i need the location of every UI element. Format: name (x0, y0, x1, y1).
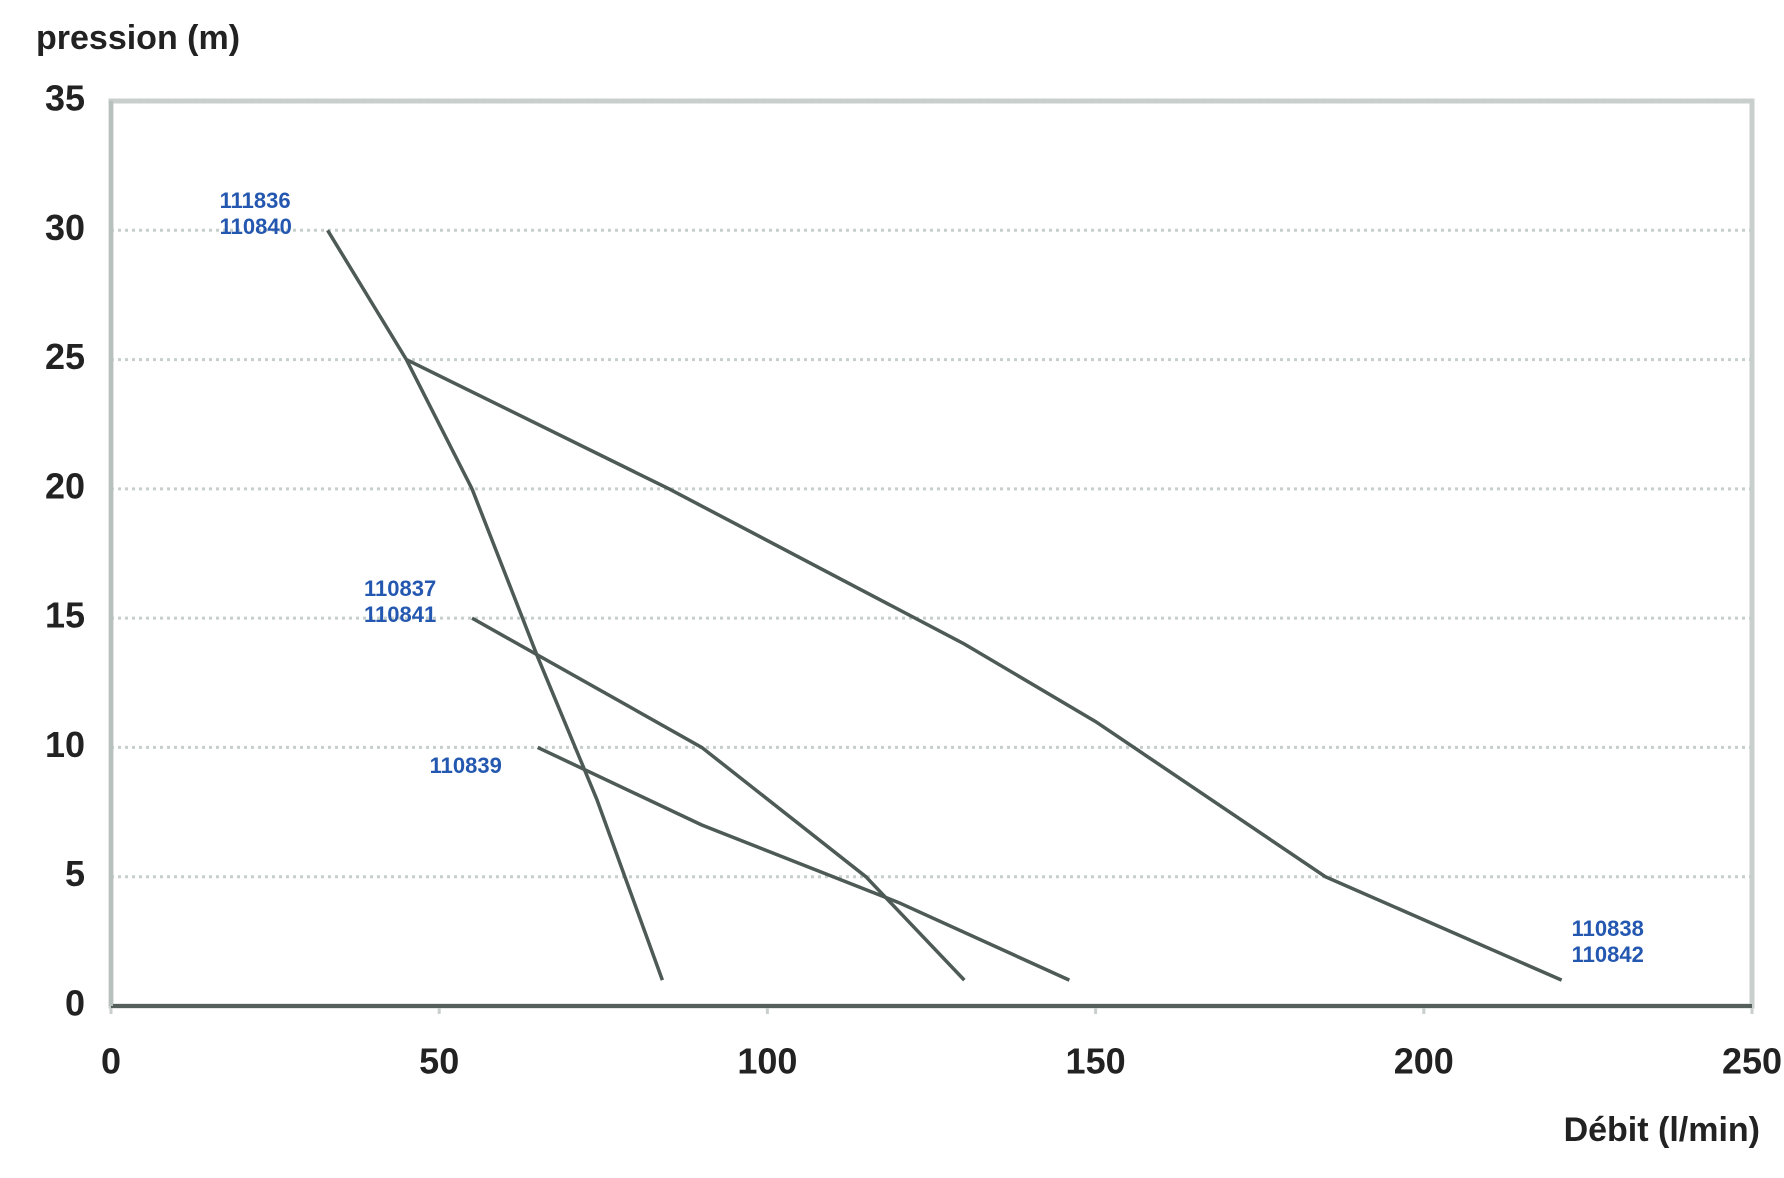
y-tick-label: 0 (65, 983, 85, 1024)
x-tick-label: 150 (1066, 1041, 1126, 1082)
x-tick-label: 100 (737, 1041, 797, 1082)
series-label: 110841 (364, 602, 436, 627)
series-label: 110842 (1572, 942, 1644, 967)
line (326, 229, 665, 981)
y-tick-label: 20 (45, 465, 85, 506)
series-label: 110839 (430, 753, 502, 778)
x-tick-label: 250 (1722, 1041, 1782, 1082)
y-tick-label: 30 (45, 207, 85, 248)
y-tick-label: 35 (45, 78, 85, 119)
x-tick-label: 200 (1394, 1041, 1454, 1082)
series-label: 110838 (1572, 916, 1644, 941)
series-label: 110840 (220, 214, 292, 239)
series-label: 110837 (364, 576, 436, 601)
line (405, 358, 1563, 982)
line (471, 616, 966, 982)
y-tick-label: 25 (45, 336, 85, 377)
x-tick-label: 0 (101, 1041, 121, 1082)
x-axis-title: Débit (l/min) (1564, 1111, 1760, 1149)
y-axis-title: pression (m) (36, 19, 240, 57)
x-tick-label: 50 (419, 1041, 459, 1082)
y-tick-label: 15 (45, 595, 85, 636)
line (536, 745, 1071, 982)
y-tick-label: 5 (65, 853, 85, 894)
plot-frame (108, 98, 1755, 1009)
y-tick-label: 10 (45, 724, 85, 765)
series-label: 111836 (220, 188, 291, 213)
